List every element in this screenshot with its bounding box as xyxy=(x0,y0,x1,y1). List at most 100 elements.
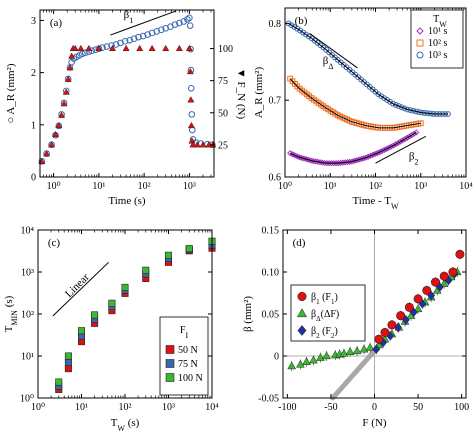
x-tick-label: 10² xyxy=(119,402,132,413)
x-tick-label: 10⁰ xyxy=(278,181,292,192)
force-point xyxy=(55,121,63,129)
y-tick-label-right: 100 xyxy=(218,44,233,55)
legend-marker xyxy=(165,373,175,382)
y-tick-label: 0.15 xyxy=(262,226,280,237)
area-point xyxy=(180,18,188,25)
y-tick-label-right: 50 xyxy=(218,108,228,119)
legend-entry: 10³ s xyxy=(428,50,447,61)
force-point xyxy=(66,64,74,71)
tmin-point xyxy=(165,251,173,259)
x-tick-label: 10⁰ xyxy=(31,402,45,413)
relaxation-point xyxy=(395,103,402,109)
tmin-point xyxy=(108,299,116,307)
x-tick-label: 50 xyxy=(413,402,423,413)
y-tick-label-left: 2 xyxy=(31,68,36,79)
y-tick-label: 10⁴ xyxy=(21,226,35,237)
tmin-point xyxy=(64,352,72,360)
beta-point xyxy=(309,355,318,364)
linear-guide xyxy=(52,261,109,317)
legend-marker xyxy=(416,27,424,35)
x-tick-label: 10³ xyxy=(162,402,175,413)
area-point xyxy=(144,31,152,38)
relaxation-point xyxy=(342,159,349,166)
x-axis-label-d: F (N) xyxy=(362,417,386,429)
y-tick-label: 10¹ xyxy=(21,352,34,363)
beta-point xyxy=(413,294,423,304)
relaxation-point xyxy=(398,104,405,111)
gray-fit-band xyxy=(330,343,382,401)
legend-d: β1 (F1) βΔ(ΔF) β2 (F2) xyxy=(290,284,366,342)
area-point xyxy=(112,41,120,48)
area-point xyxy=(130,35,138,43)
relaxation-point xyxy=(378,93,385,100)
force-point xyxy=(122,44,130,52)
beta-point xyxy=(396,311,406,321)
beta-point xyxy=(448,267,458,277)
relaxation-point xyxy=(390,100,396,107)
legend-entry: 75 N xyxy=(178,359,198,370)
area-point xyxy=(117,39,124,47)
legend-entry: 10¹ s xyxy=(428,26,447,37)
x-axis-label-a: Time (s) xyxy=(108,195,146,207)
legend-c: FI 50 N 75 N 100 N xyxy=(159,316,209,396)
panel-label-a: (a) xyxy=(50,17,63,29)
area-point xyxy=(158,26,165,34)
beta-point xyxy=(287,361,297,370)
force-point xyxy=(64,75,72,82)
y-axis-label-b: A_R (mm²) xyxy=(253,67,265,119)
relaxation-point xyxy=(326,160,333,167)
y-tick-label: 10³ xyxy=(21,268,34,279)
relaxation-point xyxy=(407,107,414,114)
panel-a: 10⁰ 10¹ 10² 10³ 0 1 2 3 25 50 75 100 (a) Time (s) ○ A_… xyxy=(5,9,247,207)
force-point xyxy=(95,44,103,52)
relaxation-point xyxy=(291,24,298,30)
area-point xyxy=(103,43,111,50)
force-point xyxy=(108,44,117,52)
relaxation-point xyxy=(404,106,411,113)
x-tick-label: 10² xyxy=(369,181,382,192)
panel-label-b: (b) xyxy=(295,15,308,27)
annotation-beta2: β2 xyxy=(409,150,419,166)
fit-curve xyxy=(289,78,421,129)
legend-entry: 50 N xyxy=(178,345,198,356)
force-point xyxy=(62,88,70,95)
area-point xyxy=(126,36,134,44)
relaxation-point xyxy=(332,160,340,167)
force-point xyxy=(193,141,201,148)
y-tick-label-left: 0 xyxy=(31,173,36,184)
relaxation-point xyxy=(392,102,399,108)
force-point xyxy=(43,150,51,157)
y-tick-label-right: 75 xyxy=(218,76,228,87)
force-point xyxy=(185,44,193,52)
y-axis-label-right-a: ▼ F_N (N) xyxy=(235,68,247,120)
legend-marker xyxy=(416,51,424,59)
panel-label-d: (d) xyxy=(293,237,306,249)
force-point xyxy=(77,44,85,52)
force-point xyxy=(68,52,76,59)
legend-entry: 10² s xyxy=(428,38,447,49)
area-point xyxy=(148,29,156,37)
y-tick-label: 0.7 xyxy=(269,96,282,107)
relaxation-point xyxy=(413,108,420,115)
x-axis-label-b: Time - TW xyxy=(352,195,399,211)
relaxation-point xyxy=(381,95,388,101)
area-point xyxy=(78,50,86,58)
beta-point xyxy=(422,285,432,295)
beta-point xyxy=(455,249,465,259)
tmin-point xyxy=(185,245,193,253)
area-point xyxy=(81,49,89,57)
y-tick-label: 0.6 xyxy=(269,173,282,184)
relaxation-point xyxy=(330,160,337,167)
annotation-beta-delta: βΔ xyxy=(323,55,334,71)
relaxation-point xyxy=(328,160,335,167)
area-point xyxy=(139,32,147,40)
y-tick-label: -0.05 xyxy=(258,394,279,405)
x-tick-label: 0 xyxy=(372,402,377,413)
x-tick-label: -100 xyxy=(278,402,296,413)
relaxation-point xyxy=(339,159,347,166)
tmin-point xyxy=(64,365,72,373)
legend-entry: β2 (F2) xyxy=(311,326,338,340)
tmin-point xyxy=(78,327,86,335)
legend-marker xyxy=(296,308,308,318)
beta-point xyxy=(439,279,449,287)
